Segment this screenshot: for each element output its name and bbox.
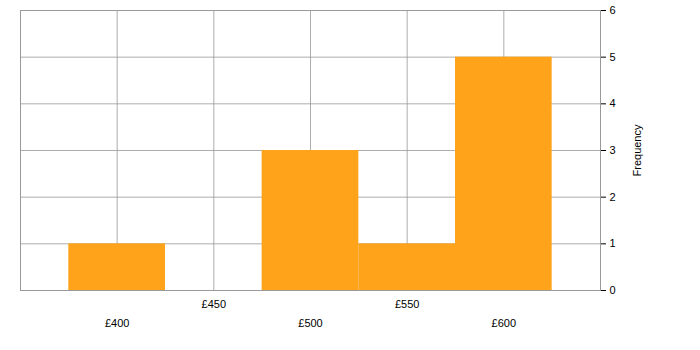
svg-text:5: 5 (610, 51, 616, 63)
svg-text:6: 6 (610, 4, 616, 16)
svg-text:£500: £500 (298, 317, 322, 329)
svg-text:£450: £450 (202, 298, 226, 310)
svg-text:£400: £400 (105, 317, 129, 329)
svg-text:4: 4 (610, 97, 616, 109)
svg-text:£600: £600 (492, 317, 516, 329)
svg-text:Frequency: Frequency (631, 124, 643, 176)
svg-text:£550: £550 (395, 298, 419, 310)
svg-text:1: 1 (610, 237, 616, 249)
svg-text:2: 2 (610, 191, 616, 203)
svg-text:0: 0 (610, 284, 616, 296)
svg-text:3: 3 (610, 144, 616, 156)
